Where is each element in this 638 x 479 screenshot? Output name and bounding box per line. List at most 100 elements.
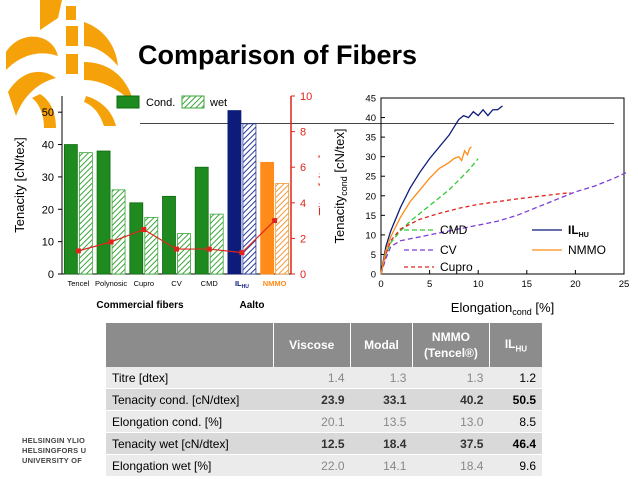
x-tick-label: CV xyxy=(171,279,181,288)
x-tick-label: Tencel xyxy=(68,279,90,288)
table-header-blank xyxy=(106,323,274,367)
table-cell: 18.4 xyxy=(412,454,490,477)
titer-point xyxy=(108,239,114,245)
series-line-cv xyxy=(380,171,628,275)
y-tick-label: 0 xyxy=(48,269,54,281)
x-tick-label: Polynosic xyxy=(95,279,127,288)
table-row-label: Tenacity wet [cN/dtex] xyxy=(106,432,273,455)
x-axis-label-unit: [%] xyxy=(532,300,554,315)
bar-chart: 0 10 20 30 40 50 0 2 4 6 8 10 Tenacity [cN/tex] Titer… xyxy=(12,91,320,311)
bar-marks xyxy=(63,110,290,275)
bar-wet xyxy=(275,182,290,275)
y-tick-label: 20 xyxy=(42,204,54,216)
y-tick-label: 0 xyxy=(371,270,376,281)
table-cell: 12.5 xyxy=(273,432,351,455)
bar-wet xyxy=(144,216,159,275)
table-cell: 50.5 xyxy=(489,388,542,411)
bar-cond xyxy=(96,150,111,275)
table-row-label: Titre [dtex] xyxy=(106,367,273,389)
table-header-row: Viscose Modal NMMO (Tencel®) ILHU xyxy=(106,323,542,367)
x-tick-label: ILHU xyxy=(235,279,249,290)
table-cell: 33.1 xyxy=(350,388,413,411)
titer-point xyxy=(75,248,81,254)
legend-swatch-cond xyxy=(116,95,140,109)
y-tick-label: 35 xyxy=(365,133,376,144)
y2-tick-label: 0 xyxy=(300,269,306,281)
x-tick-label: 15 xyxy=(522,279,533,290)
table-header-viscose: Viscose xyxy=(273,323,351,367)
y-tick-label: 30 xyxy=(365,152,376,163)
comparison-table: Viscose Modal NMMO (Tencel®) ILHU Titre … xyxy=(106,323,542,477)
series-line-cmd xyxy=(380,158,479,275)
bar-wet xyxy=(209,213,224,275)
y-axis-label: Tenacitycond [cN/tex] xyxy=(332,129,349,244)
table-body: Titre [dtex] 1.4 1.3 1.3 1.2 Tenacity cond. [… xyxy=(106,367,542,477)
table-row: Tenacity wet [cN/dtex] 12.5 18.4 37.5 46.4 xyxy=(106,432,542,455)
x-tick-label: CMD xyxy=(201,279,219,288)
table-cell: 37.5 xyxy=(412,432,490,455)
table-row-label: Tenacity cond. [cN/dtex] xyxy=(106,388,273,411)
bar-wet xyxy=(177,233,191,275)
bar-wet xyxy=(111,189,126,275)
y-tick-label: 40 xyxy=(365,113,376,124)
line-chart: 0 5 10 15 20 25 30 35 40 45 0 5 10 15 20 25 CMD ILHU CV NMM… xyxy=(332,94,629,318)
university-line: HELSINGIN YLIO xyxy=(22,436,86,445)
y-tick-label: 50 xyxy=(42,107,54,119)
x-tick-label: 0 xyxy=(378,279,383,290)
title-underline xyxy=(140,123,614,124)
bar-wet xyxy=(242,123,257,275)
table-cell: 22.0 xyxy=(273,454,351,477)
y-axis-label-sub: cond xyxy=(339,176,349,196)
x-tick-label: 25 xyxy=(619,279,630,290)
x-tick-label-sub: HU xyxy=(242,284,250,290)
table-row: Elongation wet [%] 22.0 14.1 18.4 9.6 xyxy=(106,454,542,477)
y-tick-label: 10 xyxy=(42,237,54,249)
legend-label-cv: CV xyxy=(440,243,457,257)
y-tick-label: 45 xyxy=(365,94,376,105)
y2-tick-label: 10 xyxy=(300,91,312,103)
table-cell: 1.3 xyxy=(412,367,490,389)
legend-label-sub: HU xyxy=(579,232,589,239)
table-cell: 40.2 xyxy=(412,388,490,411)
bar-wet xyxy=(78,152,93,275)
x-tick-label: 10 xyxy=(473,279,484,290)
table-header-il-main: IL xyxy=(504,336,516,351)
university-line: UNIVERSITY OF xyxy=(22,456,82,465)
table-row-label: Elongation wet [%] xyxy=(106,454,273,477)
table-cell: 13.0 xyxy=(412,410,490,433)
university-flame-logo xyxy=(6,0,134,128)
table-header-il: ILHU xyxy=(489,323,542,367)
y-tick-label: 20 xyxy=(365,191,376,202)
table-cell: 20.1 xyxy=(273,410,351,433)
legend-label-wet: wet xyxy=(209,97,227,109)
legend-swatch-wet xyxy=(181,95,205,109)
table-row: Tenacity cond. [cN/dtex] 23.9 33.1 40.2 50.5 xyxy=(106,388,542,411)
x-tick-label: 5 xyxy=(427,279,432,290)
titer-point xyxy=(206,246,212,252)
y2-tick-label: 8 xyxy=(300,127,306,139)
legend-label-cupro: Cupro xyxy=(440,260,473,274)
series-line-cupro xyxy=(380,192,571,275)
university-name: HELSINGIN YLIO HELSINGFORS U UNIVERSITY … xyxy=(22,436,86,466)
line-text: 0 5 10 15 20 25 30 35 40 45 0 5 10 15 20 25 CMD ILHU CV NMM… xyxy=(332,94,629,318)
x-axis-label: Elongationcond [%] xyxy=(451,300,554,317)
bar-cond xyxy=(227,110,242,275)
titer-point xyxy=(141,227,147,232)
y-tick-label: 40 xyxy=(42,140,54,152)
x-tick-label: 20 xyxy=(570,279,581,290)
titer-marks xyxy=(75,218,278,256)
table-cell: 9.6 xyxy=(489,454,542,477)
y2-tick-label: 2 xyxy=(300,233,306,245)
y2-tick-label: 4 xyxy=(300,198,306,210)
table-cell: 13.5 xyxy=(350,410,413,433)
titer-point xyxy=(174,246,179,252)
legend-label-nmmo: NMMO xyxy=(568,243,606,257)
table-row: Titre [dtex] 1.4 1.3 1.3 1.2 xyxy=(106,367,542,389)
y-axis-label: Tenacity [cN/tex] xyxy=(12,137,27,232)
legend-label-cond: Cond. xyxy=(146,97,175,109)
table-cell: 8.5 xyxy=(489,410,542,433)
bar-cond xyxy=(129,202,144,275)
bar-cond xyxy=(194,166,209,275)
line-marks xyxy=(380,105,628,275)
group-label-commercial: Commercial fibers xyxy=(96,300,184,311)
